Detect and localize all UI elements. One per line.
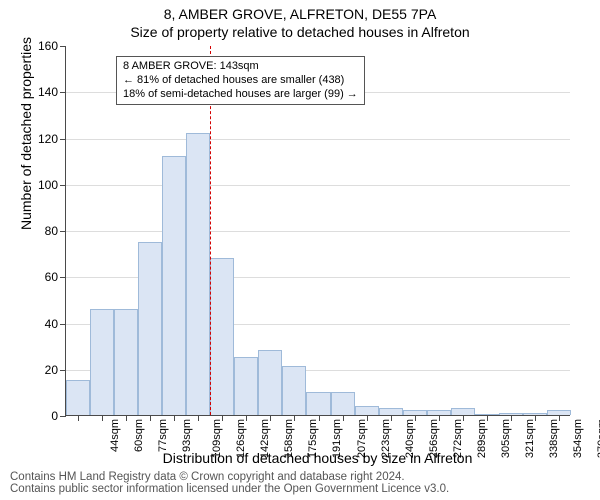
y-tick (60, 324, 66, 325)
annotation-line-1: 8 AMBER GROVE: 143sqm (123, 60, 358, 74)
y-tick (60, 277, 66, 278)
chart-subtitle: Size of property relative to detached ho… (0, 24, 600, 40)
gridline (66, 231, 570, 232)
x-tick (150, 415, 151, 421)
annotation-line-3: 18% of semi-detached houses are larger (… (123, 88, 358, 102)
annotation-line-2: ← 81% of detached houses are smaller (43… (123, 74, 358, 88)
y-tick-label: 80 (45, 224, 58, 238)
y-tick-label: 40 (45, 317, 58, 331)
histogram-bar (258, 350, 282, 415)
x-tick-label: 354sqm (572, 419, 584, 458)
x-axis-label: Distribution of detached houses by size … (65, 450, 570, 466)
x-tick (246, 415, 247, 421)
y-tick-label: 20 (45, 363, 58, 377)
x-tick-label: 60sqm (133, 419, 145, 452)
x-tick-label: 93sqm (181, 419, 193, 452)
y-tick (60, 92, 66, 93)
histogram-bar (138, 242, 162, 415)
x-tick (126, 415, 127, 421)
x-tick (319, 415, 320, 421)
histogram-bar (186, 133, 210, 415)
attribution-text: Contains HM Land Registry data © Crown c… (10, 471, 449, 496)
x-tick (78, 415, 79, 421)
x-tick (487, 415, 488, 421)
histogram-bar (210, 258, 234, 415)
histogram-bar (451, 408, 475, 415)
y-tick (60, 46, 66, 47)
gridline (66, 185, 570, 186)
plot-area: 02040608010012014016044sqm60sqm77sqm93sq… (65, 46, 570, 416)
x-tick (343, 415, 344, 421)
x-tick-label: 77sqm (157, 419, 169, 452)
annotation-box: 8 AMBER GROVE: 143sqm ← 81% of detached … (116, 56, 365, 105)
y-tick (60, 185, 66, 186)
histogram-bar (379, 408, 403, 415)
y-tick-label: 60 (45, 270, 58, 284)
histogram-bar (355, 406, 379, 415)
histogram-bar (114, 309, 138, 415)
x-tick (294, 415, 295, 421)
x-tick (535, 415, 536, 421)
y-tick (60, 416, 66, 417)
x-tick (415, 415, 416, 421)
x-tick (439, 415, 440, 421)
y-tick-label: 120 (38, 132, 58, 146)
y-tick-label: 100 (38, 178, 58, 192)
y-axis-label: Number of detached properties (18, 37, 34, 230)
x-tick (463, 415, 464, 421)
y-tick-label: 160 (38, 39, 58, 53)
histogram-bar (331, 392, 355, 415)
histogram-bar (306, 392, 330, 415)
x-tick (391, 415, 392, 421)
x-tick (174, 415, 175, 421)
x-tick (511, 415, 512, 421)
y-tick-label: 140 (38, 85, 58, 99)
histogram-bar (66, 380, 90, 415)
x-tick-label: 370sqm (596, 419, 600, 458)
histogram-bar (162, 156, 186, 415)
histogram-bar (234, 357, 258, 415)
chart-stage: 8, AMBER GROVE, ALFRETON, DE55 7PA Size … (0, 0, 600, 500)
y-tick (60, 139, 66, 140)
histogram-bar (282, 366, 306, 415)
x-tick (198, 415, 199, 421)
x-tick (222, 415, 223, 421)
attribution-line-2: Contains public sector information licen… (10, 483, 449, 496)
x-tick (559, 415, 560, 421)
y-tick (60, 370, 66, 371)
x-tick (270, 415, 271, 421)
x-tick-label: 44sqm (109, 419, 121, 452)
gridline (66, 139, 570, 140)
y-tick (60, 231, 66, 232)
x-tick (367, 415, 368, 421)
address-title: 8, AMBER GROVE, ALFRETON, DE55 7PA (0, 6, 600, 22)
attribution-line-1: Contains HM Land Registry data © Crown c… (10, 471, 449, 484)
histogram-bar (90, 309, 114, 415)
y-tick-label: 0 (51, 409, 58, 423)
x-tick (102, 415, 103, 421)
